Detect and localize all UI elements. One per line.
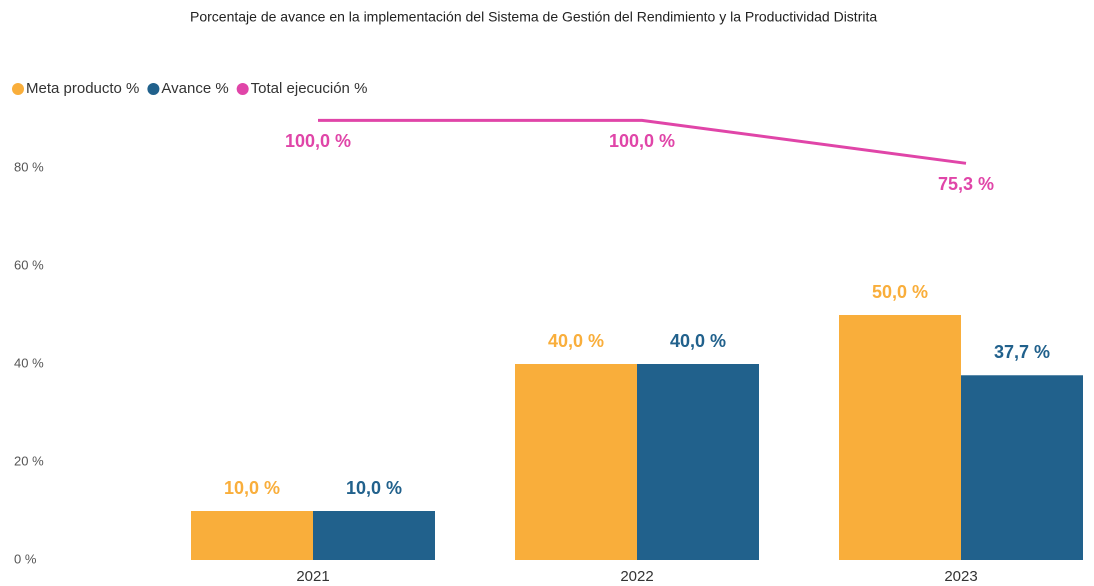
x-tick-label: 2023 — [944, 568, 977, 585]
x-tick-label: 2022 — [620, 568, 653, 585]
data-label: 50,0 % — [872, 282, 928, 302]
bar — [515, 364, 637, 560]
y-tick-label: 20 % — [14, 453, 44, 468]
chart-title: Porcentaje de avance en la implementació… — [190, 9, 877, 25]
bar — [313, 511, 435, 560]
legend-label: Meta producto % — [26, 80, 139, 97]
data-label: 100,0 % — [285, 131, 351, 151]
data-label: 40,0 % — [548, 331, 604, 351]
y-tick-label: 0 % — [14, 551, 37, 566]
y-tick-label: 60 % — [14, 257, 44, 272]
legend-label: Avance % — [161, 80, 228, 97]
legend-label: Total ejecución % — [251, 80, 368, 97]
legend-marker — [147, 83, 160, 95]
data-label: 100,0 % — [609, 131, 675, 151]
y-tick-label: 40 % — [14, 355, 44, 370]
data-label: 40,0 % — [670, 331, 726, 351]
data-label: 10,0 % — [224, 478, 280, 498]
y-tick-label: 80 % — [14, 159, 44, 174]
data-label: 10,0 % — [346, 478, 402, 498]
bar — [191, 511, 313, 560]
bar — [637, 364, 759, 560]
data-label: 37,7 % — [994, 342, 1050, 362]
legend-marker — [12, 83, 24, 95]
x-tick-label: 2021 — [296, 568, 329, 585]
data-label: 75,3 % — [938, 174, 994, 194]
line — [318, 118, 967, 165]
legend-marker — [236, 83, 249, 95]
bar — [961, 375, 1083, 560]
bar — [839, 315, 961, 560]
